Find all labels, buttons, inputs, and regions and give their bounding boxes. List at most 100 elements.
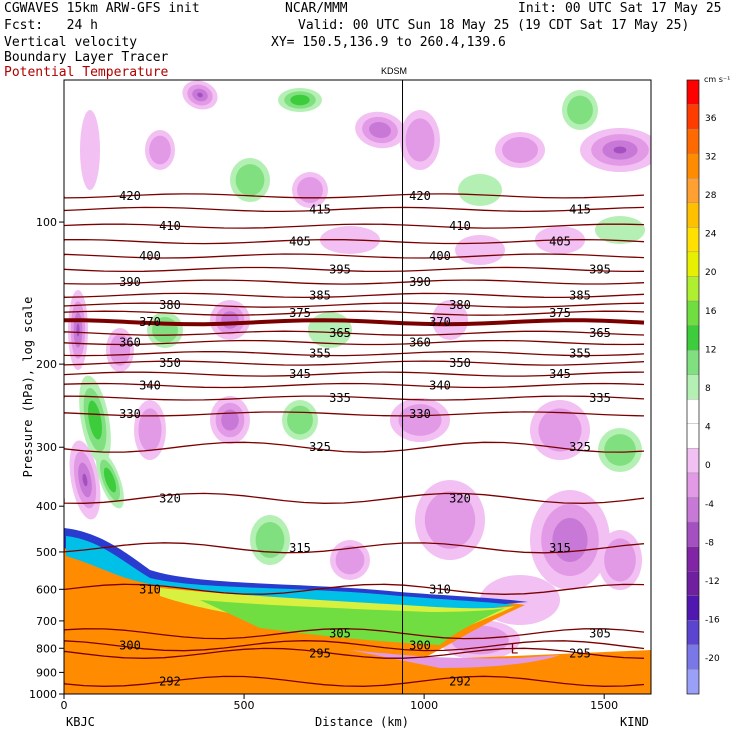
theta-contour-375 xyxy=(64,310,645,316)
theta-label: 325 xyxy=(569,440,591,454)
theta-label: 420 xyxy=(409,189,431,203)
colorbar-swatch xyxy=(686,104,700,130)
theta-contour-415 xyxy=(64,206,645,213)
theta-contour-330 xyxy=(64,411,645,417)
colorbar-swatch xyxy=(686,325,700,351)
theta-label: 360 xyxy=(119,336,141,350)
velocity-cell xyxy=(455,235,505,265)
theta-label: 390 xyxy=(119,275,141,289)
theta-contour-300 xyxy=(64,640,645,652)
theta-contour-385 xyxy=(64,292,645,299)
theta-label: 420 xyxy=(119,189,141,203)
theta-label: 350 xyxy=(159,356,181,370)
theta-label: 345 xyxy=(549,367,571,381)
theta-contour-365 xyxy=(64,330,645,336)
colorbar-swatch xyxy=(686,251,700,277)
colorbar-tick-label: -12 xyxy=(705,577,720,587)
theta-label: 320 xyxy=(449,491,471,505)
velocity-band-green xyxy=(200,600,505,645)
velocity-cell xyxy=(88,400,102,440)
colorbar-frame xyxy=(686,79,700,695)
theta-label: 350 xyxy=(449,356,471,370)
y-tick-label: 900 xyxy=(36,666,57,679)
velocity-cell xyxy=(221,409,239,431)
station-top-label: KDSM xyxy=(381,66,407,76)
theta-label: 335 xyxy=(329,391,351,405)
velocity-cell xyxy=(297,177,323,203)
theta-contour-292 xyxy=(64,675,645,687)
header-line3-right: XY= 150.5,136.9 to 260.4,139.6 xyxy=(271,35,506,50)
velocity-cell xyxy=(82,473,88,487)
theta-contour-310 xyxy=(64,583,645,595)
x-tick-label: 0 xyxy=(61,699,68,712)
colorbar-swatch xyxy=(686,300,700,326)
velocity-cell xyxy=(255,522,285,558)
theta-label: 330 xyxy=(409,407,431,421)
x-axis-label: Distance (km) xyxy=(315,715,409,729)
colorbar-tick-label: 4 xyxy=(705,423,711,433)
theta-contour-315 xyxy=(64,542,645,554)
theta-label: 355 xyxy=(309,347,331,361)
colorbar-swatch xyxy=(686,669,700,695)
theta-label: 415 xyxy=(309,202,331,216)
theta-contour-370 xyxy=(64,318,645,327)
theta-contour-400 xyxy=(64,253,645,259)
velocity-cell xyxy=(290,94,310,106)
header-line1-mid: NCAR/MMM xyxy=(285,1,348,16)
colorbar-swatch xyxy=(686,521,700,547)
theta-contour-335 xyxy=(64,395,645,401)
theta-label: 355 xyxy=(569,347,591,361)
theta-label: 390 xyxy=(409,275,431,289)
theta-label: 305 xyxy=(589,627,611,641)
velocity-band-purple xyxy=(350,650,560,668)
velocity-cell xyxy=(76,323,80,337)
velocity-cell xyxy=(458,174,502,206)
velocity-cell xyxy=(613,146,627,154)
header-line3-left: Vertical velocity xyxy=(4,35,138,50)
colorbar-tick-label: -16 xyxy=(705,616,720,626)
theta-label: 385 xyxy=(309,288,331,302)
y-tick-label: 300 xyxy=(36,441,57,454)
theta-contour-340 xyxy=(64,382,645,389)
colorbar-swatch xyxy=(686,374,700,400)
theta-label: 292 xyxy=(159,674,181,688)
colorbar-swatch xyxy=(686,620,700,646)
colorbar-swatch xyxy=(686,595,700,621)
y-tick-label: 500 xyxy=(36,546,57,559)
velocity-cell xyxy=(604,434,636,466)
axes: 0 500 1000 1500 100 200 300 400 500 600 700 800 900 1… xyxy=(29,216,618,712)
theta-label: 400 xyxy=(429,249,451,263)
station-right-label: KIND xyxy=(620,715,649,729)
colorbar-tick-label: -4 xyxy=(705,500,714,510)
low-marker: L xyxy=(511,642,519,657)
colorbar-swatch xyxy=(686,546,700,572)
colorbar-swatch xyxy=(686,571,700,596)
colorbar-tick-label: 20 xyxy=(705,268,717,278)
velocity-cell xyxy=(405,118,435,162)
velocity-cell xyxy=(109,334,131,366)
velocity-cell xyxy=(335,545,365,575)
colorbar-swatch xyxy=(686,276,700,302)
colorbar-tick-label: 32 xyxy=(705,152,716,162)
x-tick-label: 500 xyxy=(234,699,255,712)
velocity-cell xyxy=(80,110,100,190)
theta-label: 370 xyxy=(429,315,451,329)
y-tick-label: 600 xyxy=(36,583,57,596)
velocity-cell xyxy=(502,137,538,163)
theta-contour-380 xyxy=(64,302,645,308)
colorbar-tick-label: 8 xyxy=(705,384,711,394)
theta-contour-305 xyxy=(64,628,645,640)
theta-contour-345 xyxy=(64,371,645,377)
theta-contour-325 xyxy=(64,441,645,453)
theta-label: 300 xyxy=(119,639,141,653)
theta-label: 370 xyxy=(139,315,161,329)
theta-label: 315 xyxy=(549,541,571,555)
theta-contour-405 xyxy=(64,238,645,245)
theta-label: 395 xyxy=(589,262,611,276)
velocity-cell xyxy=(398,404,442,436)
colorbar-swatch xyxy=(686,202,700,228)
y-tick-label: 200 xyxy=(36,358,57,371)
velocity-cell xyxy=(432,300,468,340)
velocity-cell xyxy=(538,408,582,452)
theta-contour-420 xyxy=(64,193,645,199)
